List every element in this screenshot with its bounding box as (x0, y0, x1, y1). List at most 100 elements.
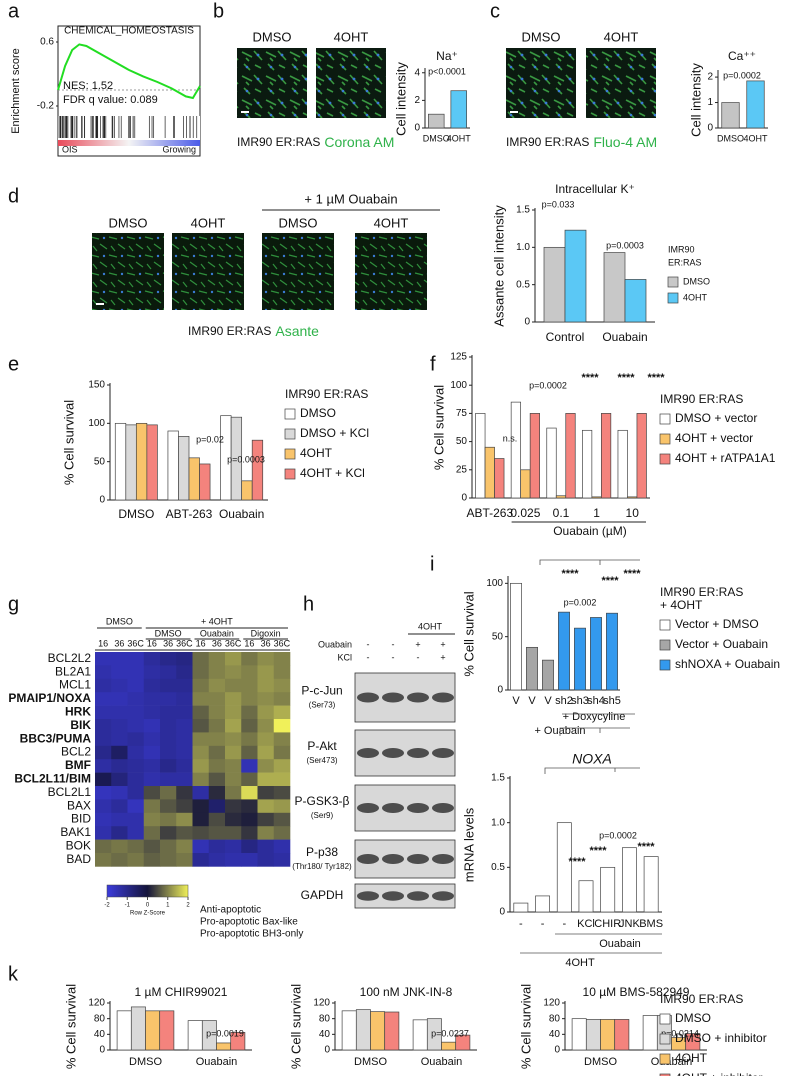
bracket (559, 727, 630, 736)
legend-title: + 4OHT (660, 598, 703, 612)
bar (642, 1015, 658, 1051)
bar (529, 413, 540, 499)
x-tick-label: 0.1 (553, 506, 570, 520)
bar (606, 612, 618, 691)
column-label: 16 (244, 638, 254, 648)
y-tick-label: 2 (707, 72, 713, 83)
legend-title: IMR90 ER:RAS (285, 387, 368, 401)
heatmap-cell (241, 812, 258, 827)
y-tick-label: 50 (456, 436, 468, 447)
condition-label: DMSO (253, 29, 292, 44)
heatmap-cell (257, 652, 275, 666)
treatment-sign: + (440, 639, 445, 649)
bracket (544, 767, 640, 774)
condition-label: DMSO (522, 29, 561, 44)
heatmap-cell (127, 692, 145, 706)
heatmap-cell (176, 812, 193, 827)
chart-title: CHEMICAL_HOMEOSTASIS (64, 26, 194, 37)
heatmap-cell (160, 692, 177, 706)
bar (600, 866, 616, 913)
blot-band (407, 803, 429, 813)
cell-line: IMR90 ER:RAS (188, 324, 271, 338)
annotation: NES: 1.52 (63, 80, 113, 92)
heatmap-cell (257, 692, 275, 706)
heatmap-cell (273, 786, 291, 800)
chart-title: Intracellular K⁺ (555, 182, 635, 196)
annotation: + Doxycyline (563, 711, 626, 723)
bar (188, 457, 200, 501)
heatmap-cell (273, 759, 291, 773)
group-label: + 4OHT (201, 616, 233, 626)
panel-label: f (430, 353, 436, 375)
band-label: P-Akt (307, 739, 337, 753)
heatmap-cell (95, 826, 112, 840)
heatmap-cell (143, 692, 161, 706)
y-tick-label: 4 (414, 67, 420, 78)
heatmap-cell (257, 678, 275, 693)
heatmap-cell (225, 719, 242, 733)
legend-label: 4OHT + rATPA1A1 (675, 451, 776, 465)
row-label: BCL2 (61, 745, 91, 759)
chart-title: 1 µM CHIR99021 (135, 985, 228, 999)
x-tick-label: sh4 (587, 695, 605, 707)
band-site: (Ser73) (309, 701, 336, 710)
x-tick-label: BMS (639, 918, 663, 930)
heatmap-cell (143, 853, 161, 867)
heatmap-cell (208, 826, 226, 840)
bar (455, 1034, 471, 1051)
y-tick-label: 50 (492, 631, 504, 642)
colorbar-label: Row Z-Score (130, 911, 166, 917)
heatmap-cell (208, 705, 226, 720)
heatmap-cell (225, 732, 242, 747)
blot-band (407, 854, 429, 864)
blot-band (432, 854, 454, 864)
y-tick-label: 1.0 (491, 817, 505, 828)
band-label: P-p38 (306, 845, 338, 859)
bar (564, 229, 587, 323)
annotation: p=0.0237 (431, 1028, 469, 1038)
heatmap-cell (111, 745, 128, 760)
x-tick-label: Ouabain (602, 330, 647, 344)
subgroup-label: Digoxin (251, 628, 281, 638)
y-tick-label: 0 (99, 495, 105, 506)
heatmap-cell (273, 732, 291, 747)
heatmap-cell (127, 826, 145, 840)
heatmap-cell (176, 853, 193, 867)
legend-swatch (284, 428, 296, 440)
heatmap-cell (273, 678, 291, 693)
heatmap-cell (95, 839, 112, 854)
heatmap-cell (208, 786, 226, 800)
heatmap-cell (257, 772, 275, 787)
heatmap-cell (95, 719, 112, 733)
micrograph (262, 233, 334, 310)
heatmap-cell (192, 678, 210, 693)
heatmap-cell (176, 719, 193, 733)
bar (251, 439, 264, 501)
blot-band (407, 748, 429, 758)
legend-label: Vector + Ouabain (675, 637, 768, 651)
bar (116, 1010, 132, 1051)
y-tick-label: 0 (707, 123, 713, 134)
heatmap-cell (273, 772, 291, 787)
column-label: 16 (98, 638, 108, 648)
blot-band (382, 692, 404, 703)
heatmap-cell (111, 665, 128, 680)
heatmap-cell (111, 652, 128, 666)
heatmap-cell (273, 692, 291, 706)
heatmap-cell (257, 799, 275, 814)
heatmap-cell (111, 719, 128, 733)
y-axis-label: Cell intensity (393, 62, 408, 136)
heatmap-cell (160, 812, 177, 827)
heatmap-cell (192, 853, 210, 867)
y-tick-label: 1 (707, 97, 713, 108)
band-label: GAPDH (301, 888, 344, 902)
dye: Asante (275, 323, 319, 339)
y-tick-label: 1.5 (491, 773, 505, 784)
legend-swatch (284, 408, 296, 420)
panel-label: e (8, 353, 19, 375)
bar (555, 495, 567, 499)
blot-band (407, 692, 429, 703)
y-axis-label: Enrichment score (10, 48, 22, 134)
y-axis-label: % Cell survival (61, 400, 76, 485)
dye: Fluo-4 AM (593, 134, 657, 150)
